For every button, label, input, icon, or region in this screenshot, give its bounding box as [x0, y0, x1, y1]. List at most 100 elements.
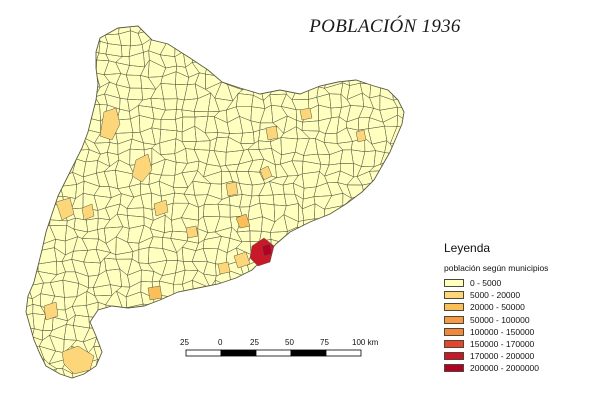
municipality	[345, 236, 364, 254]
municipality	[306, 292, 314, 311]
legend-item: 150000 - 170000	[444, 338, 594, 350]
municipality	[96, 26, 110, 36]
municipality	[304, 393, 314, 407]
municipality	[153, 304, 164, 317]
municipality	[346, 55, 361, 64]
municipality	[48, 114, 62, 132]
municipality	[191, 50, 211, 63]
municipality	[49, 48, 68, 66]
municipality	[103, 338, 118, 350]
municipality	[370, 181, 386, 197]
municipality	[294, 251, 311, 266]
municipality	[426, 184, 436, 199]
municipality	[338, 283, 351, 300]
municipality	[27, 121, 46, 132]
municipality	[281, 26, 298, 30]
municipality	[346, 62, 363, 78]
municipality	[382, 50, 398, 66]
municipality	[394, 258, 404, 277]
municipality	[209, 40, 221, 55]
municipality	[26, 175, 34, 185]
municipality	[83, 390, 100, 404]
municipality	[412, 251, 429, 263]
municipality	[415, 83, 429, 96]
municipality	[324, 402, 339, 410]
municipality	[275, 357, 287, 372]
municipality	[32, 225, 44, 245]
municipality	[324, 60, 338, 80]
municipality	[292, 405, 305, 410]
municipality	[251, 359, 266, 374]
municipality	[226, 38, 242, 55]
municipality	[296, 372, 310, 378]
municipality	[382, 325, 398, 342]
municipality	[327, 362, 339, 373]
municipality	[357, 224, 376, 241]
municipality	[83, 404, 100, 410]
municipality	[358, 205, 375, 218]
municipality	[319, 318, 329, 329]
municipality	[425, 62, 439, 79]
municipality	[30, 368, 44, 378]
municipality	[282, 315, 295, 332]
municipality	[380, 257, 398, 276]
municipality	[181, 293, 198, 307]
municipality	[283, 368, 299, 378]
municipality	[75, 84, 90, 98]
municipality	[59, 74, 77, 88]
municipality	[379, 392, 396, 409]
municipality	[40, 384, 53, 397]
municipality	[50, 174, 63, 187]
legend-item: 200000 - 2000000	[444, 362, 594, 374]
municipality	[323, 283, 343, 295]
municipality	[193, 26, 207, 35]
municipality	[370, 49, 387, 67]
municipality	[360, 368, 376, 378]
municipality	[426, 346, 436, 358]
municipality	[59, 86, 77, 98]
municipality	[173, 26, 187, 35]
municipality	[169, 360, 183, 373]
municipality	[424, 382, 441, 391]
municipality	[72, 104, 91, 118]
municipality	[392, 250, 404, 265]
municipality	[226, 402, 238, 410]
municipality	[269, 29, 289, 43]
municipality	[298, 380, 309, 398]
municipality	[119, 390, 128, 408]
municipality	[249, 270, 264, 282]
municipality	[65, 41, 79, 52]
municipality	[41, 160, 52, 175]
municipality	[379, 306, 393, 318]
municipality	[220, 358, 232, 375]
municipality	[236, 308, 250, 318]
municipality	[392, 183, 404, 196]
municipality	[182, 382, 195, 397]
municipality	[76, 114, 89, 131]
legend-swatch	[444, 291, 464, 300]
municipality	[31, 103, 41, 123]
municipality	[390, 70, 404, 87]
municipality	[416, 281, 428, 296]
municipality	[337, 270, 354, 287]
municipality	[395, 404, 409, 410]
municipality	[64, 26, 74, 35]
legend-label: 150000 - 170000	[470, 339, 535, 350]
municipality	[314, 393, 326, 407]
municipality	[62, 367, 76, 378]
municipality	[127, 402, 144, 410]
municipality	[404, 106, 417, 119]
municipality	[405, 170, 419, 189]
catalonia-outline	[25, 25, 405, 379]
municipality	[26, 96, 33, 107]
municipality	[353, 257, 363, 274]
municipality	[416, 330, 427, 339]
legend-item: 50000 - 100000	[444, 314, 594, 326]
legend-item: 170000 - 200000	[444, 350, 594, 362]
municipality	[29, 194, 40, 209]
scale-label: 0	[218, 338, 223, 347]
municipality	[270, 381, 286, 393]
municipality	[218, 62, 233, 77]
municipality	[370, 63, 384, 72]
municipality	[270, 306, 286, 316]
